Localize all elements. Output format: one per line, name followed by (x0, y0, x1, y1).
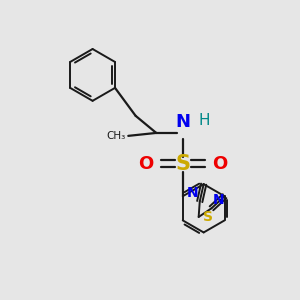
Text: CH₃: CH₃ (107, 131, 126, 141)
Text: S: S (175, 154, 190, 174)
Text: O: O (138, 155, 153, 173)
Text: O: O (212, 155, 227, 173)
Text: S: S (203, 210, 213, 224)
Text: H: H (199, 112, 210, 128)
Text: N: N (187, 186, 198, 200)
Text: N: N (213, 193, 225, 207)
Text: N: N (175, 113, 190, 131)
